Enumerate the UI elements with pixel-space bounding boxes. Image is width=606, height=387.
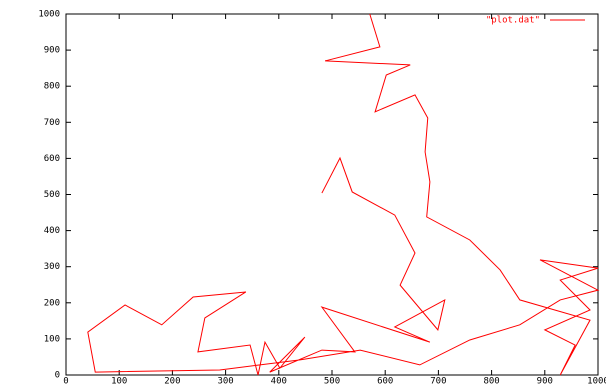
y-tick-label: 100 — [44, 334, 60, 344]
legend-label: "plot.dat" — [486, 16, 540, 26]
y-tick-label: 500 — [44, 190, 60, 200]
x-tick-label: 700 — [430, 377, 446, 387]
y-tick-label: 200 — [44, 298, 60, 308]
y-tick-label: 900 — [44, 46, 60, 56]
x-tick-label: 500 — [324, 377, 340, 387]
x-tick-label: 0 — [63, 377, 68, 387]
y-tick-label: 400 — [44, 226, 60, 236]
x-tick-label: 800 — [483, 377, 499, 387]
y-tick-label: 600 — [44, 154, 60, 164]
x-tick-label: 1000 — [587, 377, 606, 387]
x-tick-label: 100 — [111, 377, 127, 387]
x-tick-label: 900 — [537, 377, 553, 387]
y-tick-label: 300 — [44, 262, 60, 272]
x-tick-label: 200 — [164, 377, 180, 387]
y-tick-label: 1000 — [38, 10, 60, 20]
x-tick-label: 400 — [271, 377, 287, 387]
y-tick-label: 800 — [44, 82, 60, 92]
x-tick-label: 300 — [217, 377, 233, 387]
data-line — [87, 13, 600, 376]
y-tick-label: 700 — [44, 118, 60, 128]
x-tick-label: 600 — [377, 377, 393, 387]
y-tick-label: 0 — [55, 371, 60, 381]
